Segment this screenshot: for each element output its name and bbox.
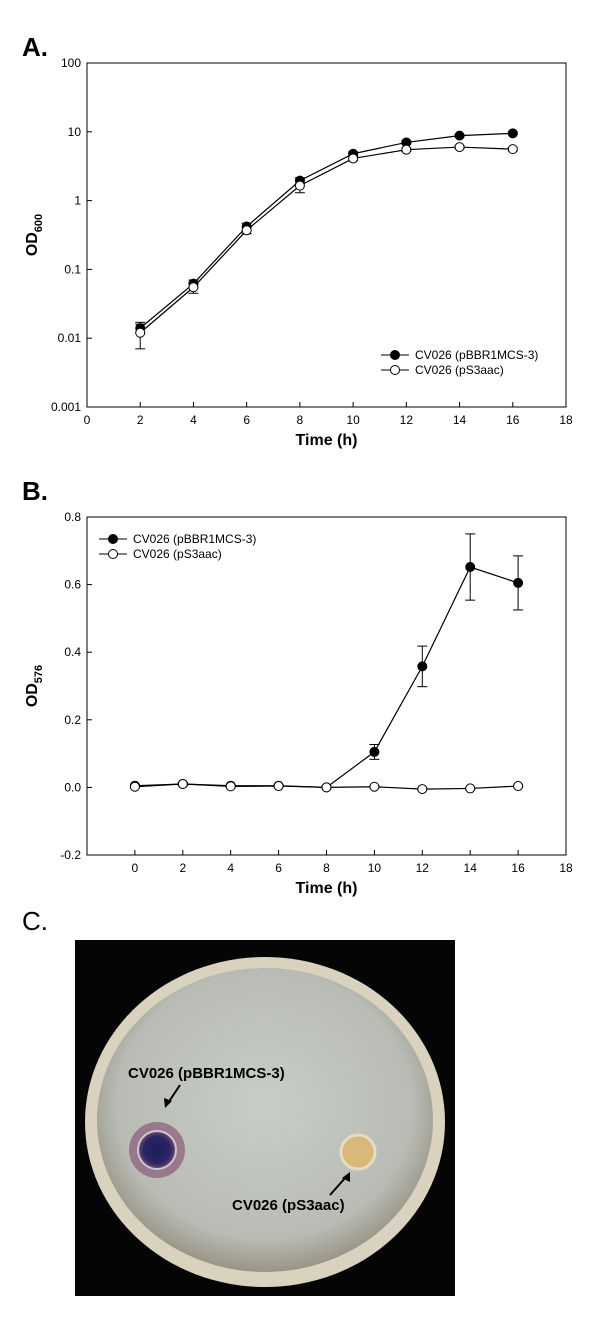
series-line: [139, 146, 513, 334]
y-axis-title-sub: 600: [33, 214, 45, 232]
legend-label: CV026 (pS3aac): [133, 547, 222, 561]
x-axis-title: Time (h): [296, 432, 358, 449]
y-tick-label: 0.0: [64, 780, 81, 794]
marker: [241, 225, 252, 236]
y-axis-title-main: OD: [24, 683, 41, 707]
y-tick-label: 0.8: [64, 510, 81, 524]
panel-label: B.: [22, 476, 48, 506]
x-tick-label: 0: [132, 861, 139, 875]
marker: [321, 782, 332, 793]
marker: [294, 180, 305, 191]
panel-label: A.: [22, 32, 48, 62]
marker: [369, 746, 380, 757]
arrowhead: [164, 1098, 172, 1108]
y-axis-title: OD600: [24, 214, 45, 256]
x-tick-label: 14: [453, 413, 467, 427]
marker: [454, 130, 465, 141]
x-tick-label: 10: [368, 861, 382, 875]
y-tick-label: 0.2: [64, 713, 81, 727]
legend-label: CV026 (pBBR1MCS-3): [133, 532, 256, 546]
x-tick-label: 4: [190, 413, 197, 427]
marker: [129, 781, 140, 792]
plot-frame: [86, 62, 567, 408]
series-line: [134, 566, 519, 789]
arrow: [167, 1084, 181, 1104]
x-tick-label: 2: [137, 413, 144, 427]
marker: [348, 153, 359, 164]
y-tick-label: 0.01: [58, 331, 82, 345]
x-tick-label: 12: [400, 413, 414, 427]
legend-marker: [390, 350, 400, 360]
y-tick-label: 0.6: [64, 578, 81, 592]
marker: [225, 781, 236, 792]
panel-label: C.: [22, 906, 48, 936]
x-tick-label: 8: [297, 413, 304, 427]
y-tick-label: 1: [74, 194, 81, 208]
marker: [177, 779, 188, 790]
marker: [273, 781, 284, 792]
marker: [465, 562, 476, 573]
marker: [401, 144, 412, 155]
legend-marker: [108, 534, 118, 544]
x-tick-label: 4: [227, 861, 234, 875]
legend-label: CV026 (pS3aac): [415, 363, 504, 377]
x-tick-label: 6: [275, 861, 282, 875]
series-line: [139, 132, 513, 329]
marker: [513, 781, 524, 792]
marker: [507, 144, 518, 155]
x-tick-label: 14: [464, 861, 478, 875]
x-tick-label: 18: [559, 861, 573, 875]
y-axis-title-main: OD: [24, 232, 41, 256]
legend-marker: [108, 549, 118, 559]
marker: [417, 784, 428, 795]
plot-frame: [86, 516, 567, 856]
x-axis-title: Time (h): [296, 880, 358, 897]
x-tick-label: 16: [506, 413, 520, 427]
y-tick-label: 0.001: [51, 400, 81, 414]
marker: [369, 781, 380, 792]
colony: [339, 1133, 377, 1171]
marker: [513, 577, 524, 588]
marker: [417, 661, 428, 672]
x-tick-label: 6: [243, 413, 250, 427]
arrowhead: [342, 1172, 350, 1182]
arrow: [329, 1176, 347, 1196]
x-tick-label: 8: [323, 861, 330, 875]
photo-label: CV026 (pS3aac): [232, 1197, 345, 1214]
marker: [507, 128, 518, 139]
y-tick-label: 0.1: [64, 262, 81, 276]
x-tick-label: 10: [346, 413, 360, 427]
colony: [137, 1130, 177, 1170]
y-axis-title: OD576: [24, 665, 45, 707]
marker: [135, 327, 146, 338]
x-tick-label: 16: [511, 861, 525, 875]
y-tick-label: -0.2: [60, 848, 81, 862]
x-tick-label: 0: [84, 413, 91, 427]
x-tick-label: 12: [416, 861, 430, 875]
x-tick-label: 18: [559, 413, 573, 427]
plate-photo: CV026 (pBBR1MCS-3) CV026 (pS3aac): [75, 940, 455, 1296]
plate-agar: [97, 968, 433, 1272]
photo-label: CV026 (pBBR1MCS-3): [128, 1065, 285, 1082]
legend-label: CV026 (pBBR1MCS-3): [415, 348, 538, 362]
y-tick-label: 10: [68, 125, 82, 139]
marker: [188, 282, 199, 293]
legend-marker: [390, 365, 400, 375]
y-tick-label: 0.4: [64, 645, 81, 659]
x-tick-label: 2: [179, 861, 186, 875]
marker: [465, 783, 476, 794]
marker: [454, 142, 465, 153]
y-tick-label: 100: [61, 56, 81, 70]
y-axis-title-sub: 576: [33, 665, 45, 683]
